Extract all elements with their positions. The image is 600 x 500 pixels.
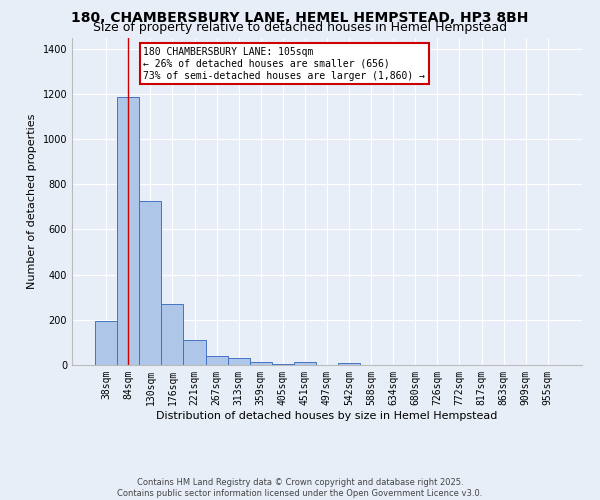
Bar [338,362,360,365]
X-axis label: Distribution of detached houses by size in Hemel Hempstead: Distribution of detached houses by size … [157,410,497,420]
Text: Contains HM Land Registry data © Crown copyright and database right 2025.
Contai: Contains HM Land Registry data © Crown c… [118,478,482,498]
Bar [294,362,316,365]
Text: Size of property relative to detached houses in Hemel Hempstead: Size of property relative to detached ho… [93,21,507,34]
Text: 180 CHAMBERSBURY LANE: 105sqm
← 26% of detached houses are smaller (656)
73% of : 180 CHAMBERSBURY LANE: 105sqm ← 26% of d… [143,48,425,80]
Bar [161,304,184,365]
Y-axis label: Number of detached properties: Number of detached properties [27,114,37,289]
Bar [95,322,117,365]
Bar [272,364,294,365]
Bar [117,98,139,365]
Text: 180, CHAMBERSBURY LANE, HEMEL HEMPSTEAD, HP3 8BH: 180, CHAMBERSBURY LANE, HEMEL HEMPSTEAD,… [71,11,529,25]
Bar [227,358,250,365]
Bar [139,200,161,365]
Bar [206,356,227,365]
Bar [184,340,206,365]
Bar [250,362,272,365]
